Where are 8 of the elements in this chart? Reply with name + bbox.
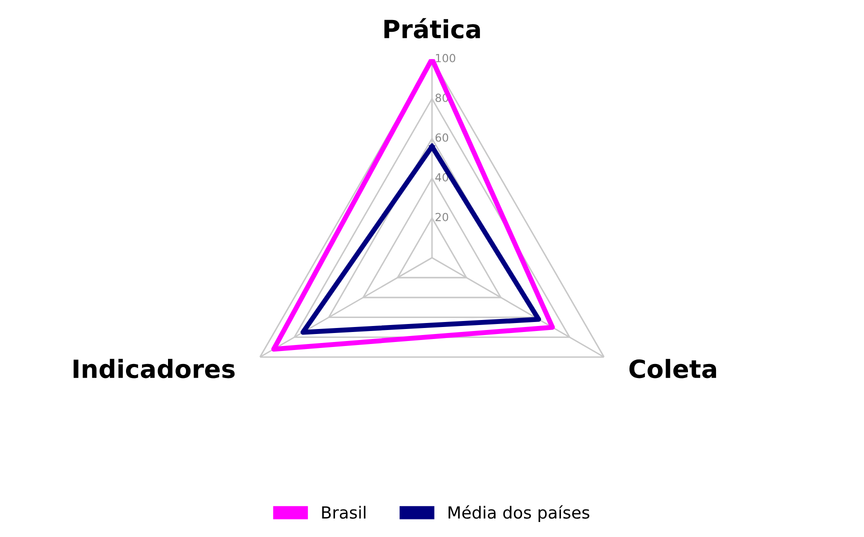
legend-label: Brasil — [322, 506, 366, 519]
spoke-label: Coleta — [629, 358, 716, 378]
legend-label: Média dos países — [448, 505, 590, 522]
y-tick-label: 100 — [436, 54, 456, 62]
y-tick-label: 20 — [436, 212, 448, 222]
spoke-label: Indicadores — [74, 358, 235, 378]
spoke-label: Prática — [384, 18, 480, 39]
y-tick-label: 60 — [436, 133, 448, 142]
